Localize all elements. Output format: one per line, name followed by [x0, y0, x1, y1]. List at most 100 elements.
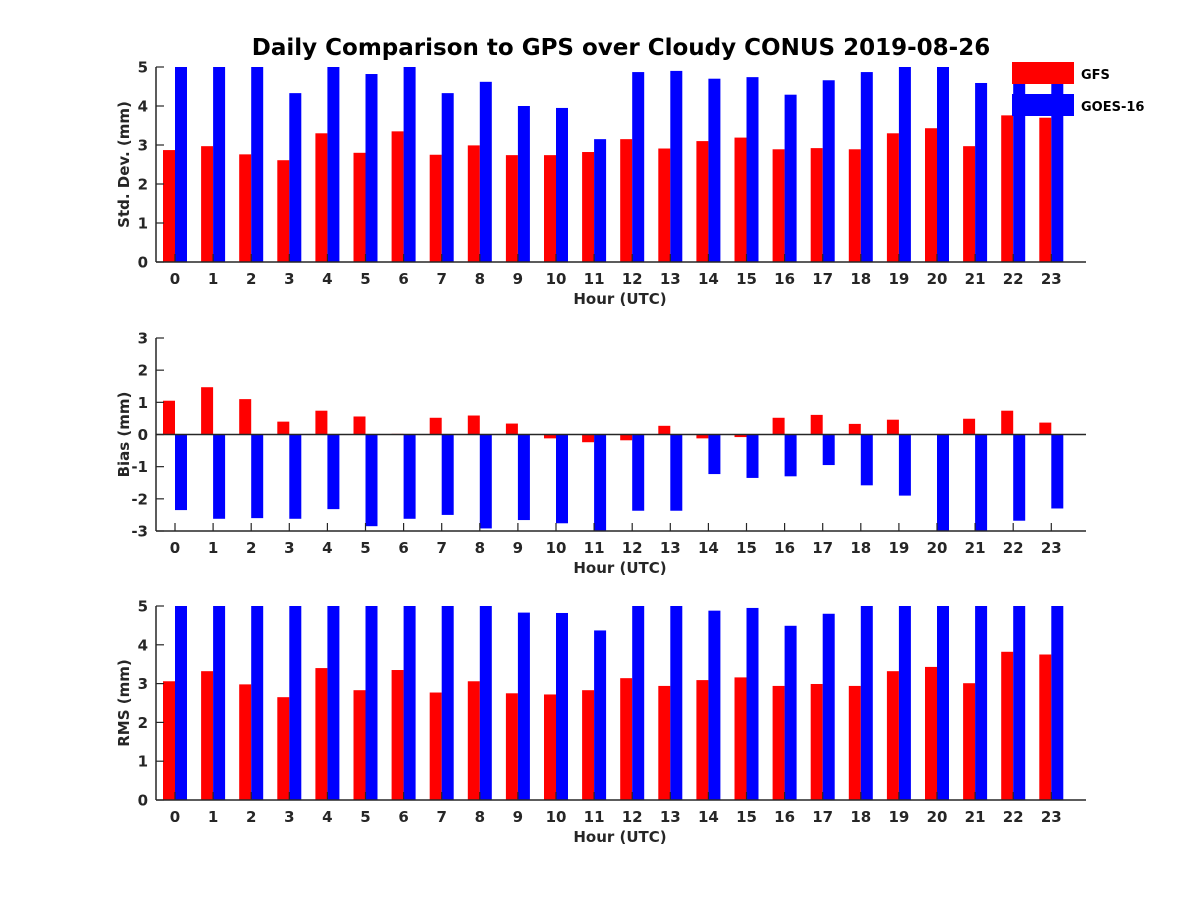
bar-goes16-hour-17 [822, 80, 835, 262]
bar-goes16-hour-14 [708, 78, 721, 262]
bar-gfs-hour-10 [544, 155, 556, 262]
x-tick-label: 6 [398, 539, 408, 557]
x-tick-label: 14 [698, 539, 719, 557]
bar-gfs-hour-23 [1039, 654, 1052, 800]
bar-goes16-hour-21 [975, 606, 988, 800]
x-tick-label: 18 [850, 539, 871, 557]
bar-goes16-hour-11 [594, 139, 607, 262]
x-tick-label: 11 [584, 808, 605, 826]
bar-gfs-hour-4 [315, 133, 328, 262]
bar-gfs-hour-8 [467, 415, 480, 435]
y-tick-label: 1 [138, 394, 148, 412]
bar-goes16-hour-13 [670, 434, 683, 511]
bar-goes16-hour-22 [1013, 606, 1026, 800]
bar-gfs-hour-15 [734, 677, 747, 800]
bar-gfs-hour-16 [772, 685, 785, 800]
bar-goes16-hour-23 [1051, 81, 1064, 262]
bar-goes16-hour-10 [556, 107, 568, 262]
bar-gfs-hour-13 [658, 425, 671, 435]
legend-label-gfs: GFS [1081, 68, 1110, 83]
x-tick-label: 19 [888, 808, 909, 826]
bar-goes16-hour-15 [746, 607, 759, 800]
bar-goes16-hour-5 [365, 74, 378, 263]
bar-gfs-hour-4 [315, 410, 328, 435]
x-tick-label: 5 [360, 808, 370, 826]
bar-goes16-hour-17 [822, 613, 835, 800]
x-axis-label: Hour (UTC) [573, 828, 666, 846]
x-tick-label: 21 [965, 270, 986, 288]
x-tick-label: 15 [736, 270, 757, 288]
x-tick-label: 2 [246, 270, 256, 288]
x-tick-label: 9 [513, 539, 523, 557]
x-tick-label: 1 [208, 539, 218, 557]
bar-gfs-hour-0 [163, 681, 175, 800]
bar-goes16-hour-8 [479, 434, 492, 529]
x-axis-label: Hour (UTC) [573, 290, 666, 308]
x-tick-label: 1 [208, 808, 218, 826]
x-tick-label: 23 [1041, 539, 1062, 557]
x-tick-label: 12 [622, 808, 643, 826]
bar-gfs-hour-20 [925, 666, 937, 800]
x-tick-label: 8 [475, 270, 485, 288]
bar-goes16-hour-16 [784, 625, 797, 800]
bar-gfs-hour-20 [925, 128, 937, 262]
x-tick-label: 0 [170, 808, 180, 826]
y-tick-label: 5 [138, 598, 148, 616]
bar-goes16-hour-20 [937, 606, 949, 800]
figure-title: Daily Comparison to GPS over Cloudy CONU… [252, 35, 990, 61]
bar-goes16-hour-16 [784, 94, 797, 262]
bar-gfs-hour-7 [429, 154, 442, 262]
bar-goes16-hour-23 [1051, 434, 1064, 509]
bar-gfs-hour-17 [810, 683, 823, 800]
bar-goes16-hour-11 [594, 434, 607, 531]
bar-gfs-hour-17 [810, 414, 823, 435]
bar-goes16-hour-21 [975, 434, 988, 531]
bar-goes16-hour-0 [175, 606, 187, 800]
bar-gfs-hour-5 [353, 690, 366, 800]
bar-gfs-hour-13 [658, 148, 671, 262]
y-axis-label: Bias (mm) [115, 392, 133, 478]
bar-goes16-hour-5 [365, 434, 378, 527]
x-tick-label: 3 [284, 539, 294, 557]
bar-goes16-hour-6 [403, 67, 416, 262]
x-tick-label: 17 [812, 539, 833, 557]
x-tick-label: 20 [927, 808, 948, 826]
bar-gfs-hour-11 [582, 152, 595, 262]
bar-gfs-hour-2 [239, 154, 252, 262]
x-tick-label: 2 [246, 539, 256, 557]
x-tick-label: 21 [965, 539, 986, 557]
bar-gfs-hour-18 [848, 149, 861, 262]
bar-gfs-hour-15 [734, 434, 747, 438]
bar-goes16-hour-3 [289, 606, 302, 800]
y-tick-label: 3 [138, 675, 148, 693]
bar-goes16-hour-2 [251, 434, 264, 519]
bar-goes16-hour-18 [860, 434, 873, 486]
x-tick-label: 19 [888, 539, 909, 557]
x-tick-label: 3 [284, 808, 294, 826]
x-tick-label: 6 [398, 808, 408, 826]
y-tick-label: 3 [138, 137, 148, 155]
bar-goes16-hour-22 [1013, 434, 1026, 521]
bar-gfs-hour-2 [239, 399, 252, 435]
bar-gfs-hour-8 [467, 145, 480, 262]
bar-gfs-hour-19 [886, 671, 899, 800]
x-tick-label: 15 [736, 539, 757, 557]
bar-gfs-hour-12 [620, 139, 633, 262]
bar-gfs-hour-2 [239, 684, 252, 800]
bar-gfs-hour-22 [1001, 410, 1014, 435]
x-tick-label: 4 [322, 270, 332, 288]
bar-gfs-hour-19 [886, 133, 899, 262]
x-tick-label: 21 [965, 808, 986, 826]
x-tick-label: 8 [475, 539, 485, 557]
y-tick-label: -2 [131, 490, 148, 508]
bar-gfs-hour-14 [696, 434, 709, 439]
legend-swatch-gfs [1012, 62, 1074, 84]
bar-gfs-hour-0 [163, 150, 175, 262]
y-tick-label: 2 [138, 176, 148, 194]
bar-goes16-hour-10 [556, 434, 568, 524]
bar-gfs-hour-12 [620, 434, 633, 441]
x-tick-label: 20 [927, 270, 948, 288]
x-tick-label: 7 [436, 270, 446, 288]
bar-gfs-hour-10 [544, 434, 556, 439]
x-tick-label: 11 [584, 539, 605, 557]
